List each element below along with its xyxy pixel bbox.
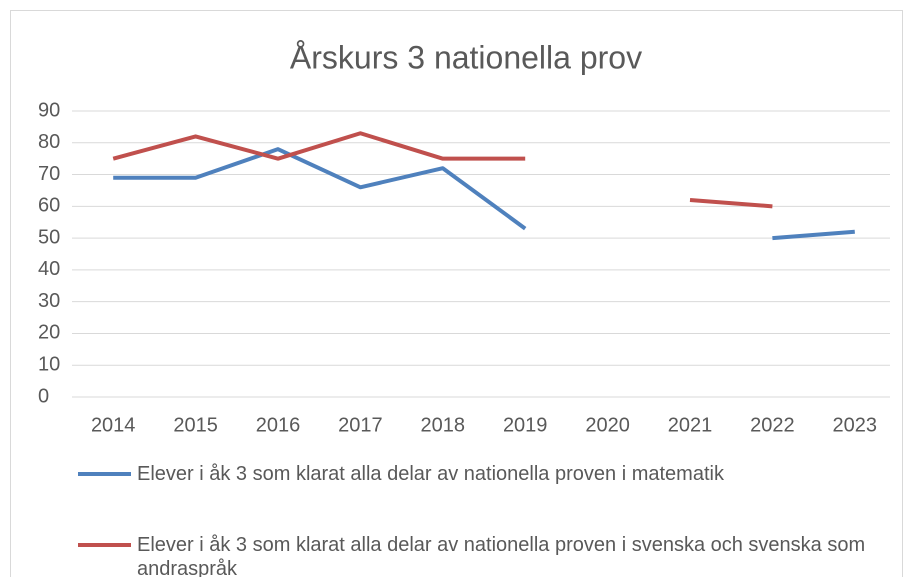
- y-tick-label: 90: [38, 99, 60, 121]
- x-tick-label: 2017: [338, 414, 383, 436]
- legend-item: Elever i åk 3 som klarat alla delar av n…: [137, 534, 866, 577]
- y-tick-label: 0: [38, 385, 49, 407]
- x-tick-label: 2015: [173, 414, 218, 436]
- y-tick-label: 60: [38, 195, 60, 217]
- x-tick-label: 2020: [585, 414, 630, 436]
- x-tick-label: 2018: [421, 414, 466, 436]
- x-tick-label: 2022: [750, 414, 795, 436]
- x-tick-label: 2023: [833, 414, 878, 436]
- series-line: [112, 131, 773, 209]
- chart-border: [10, 10, 903, 577]
- y-tick-label: 70: [38, 163, 60, 185]
- y-tick-label: 10: [38, 354, 60, 376]
- y-tick-label: 50: [38, 226, 60, 248]
- legend-item: Elever i åk 3 som klarat alla delar av n…: [137, 463, 724, 485]
- legend-label: Elever i åk 3 som klarat alla delar av n…: [137, 534, 866, 577]
- y-tick-label: 20: [38, 322, 60, 344]
- y-tick-label: 30: [38, 290, 60, 312]
- chart-title: Årskurs 3 nationella prov: [290, 39, 642, 75]
- x-tick-label: 2016: [256, 414, 301, 436]
- legend-label: Elever i åk 3 som klarat alla delar av n…: [137, 463, 724, 485]
- x-tick-label: 2014: [91, 414, 136, 436]
- x-tick-label: 2021: [668, 414, 713, 436]
- y-tick-label: 40: [38, 258, 60, 280]
- y-tick-label: 80: [38, 131, 60, 153]
- series-line: [113, 147, 855, 241]
- x-tick-label: 2019: [503, 414, 548, 436]
